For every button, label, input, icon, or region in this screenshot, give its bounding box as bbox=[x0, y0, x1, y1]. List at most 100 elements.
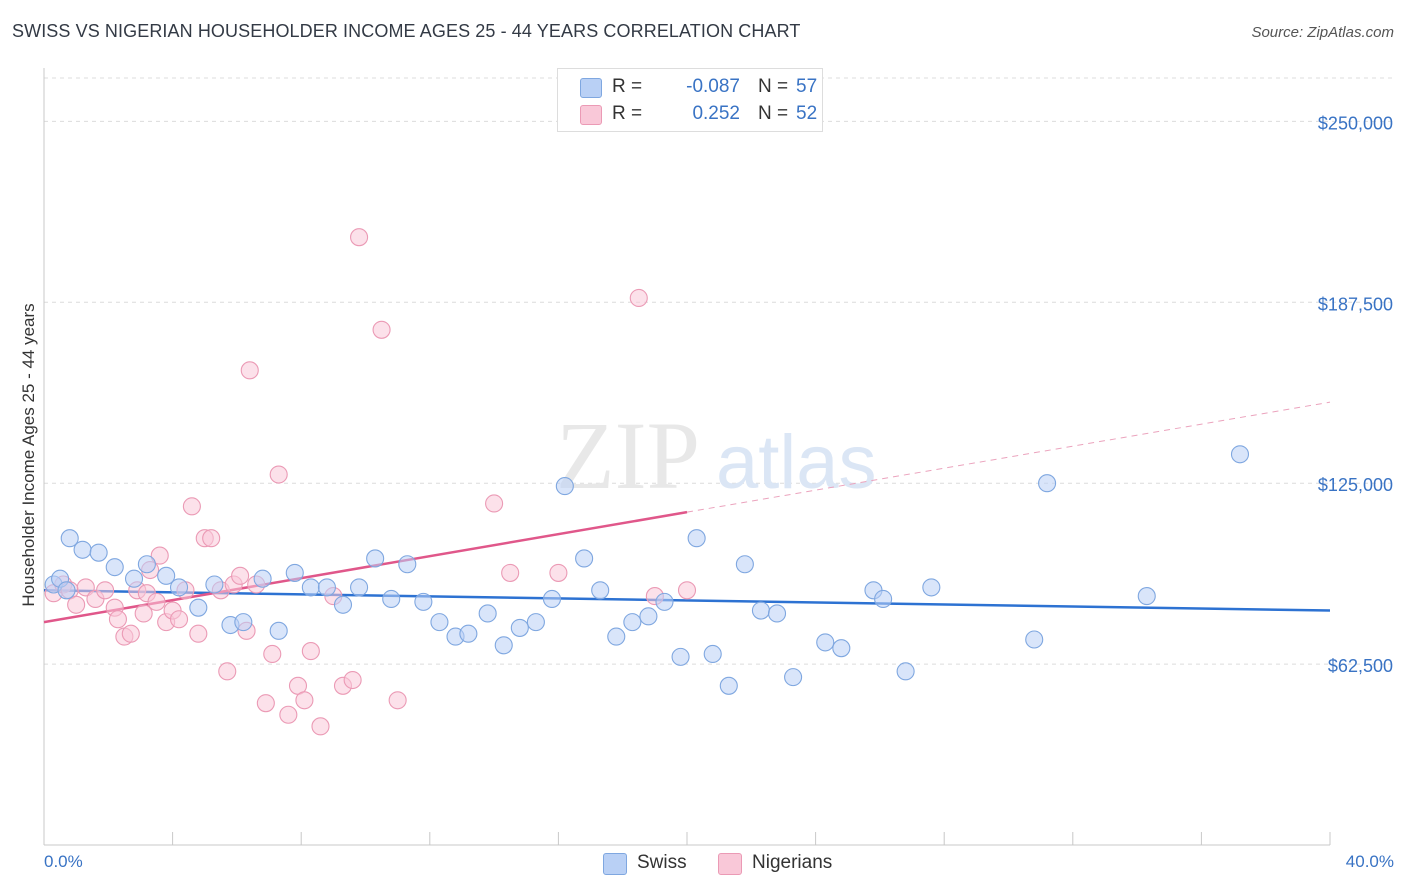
data-point-swiss bbox=[575, 549, 594, 568]
legend-n-value: 57 bbox=[796, 76, 818, 97]
y-tick-label: $187,500 bbox=[1318, 294, 1393, 314]
chart-source: Source: ZipAtlas.com bbox=[1251, 24, 1394, 41]
data-point-swiss bbox=[234, 613, 253, 632]
data-point-swiss bbox=[623, 613, 642, 632]
data-point-swiss bbox=[89, 543, 108, 562]
data-point-swiss bbox=[555, 477, 574, 496]
y-tick-label: $125,000 bbox=[1318, 475, 1393, 495]
data-point-swiss bbox=[655, 592, 674, 611]
legend-n-label: N = bbox=[758, 76, 789, 97]
y-tick-label: $250,000 bbox=[1318, 113, 1393, 133]
data-point-nigerians bbox=[218, 662, 237, 681]
data-point-nigerians bbox=[269, 465, 288, 484]
data-point-swiss bbox=[1230, 445, 1250, 464]
data-point-swiss bbox=[719, 676, 738, 695]
data-point-swiss bbox=[671, 647, 690, 666]
data-point-swiss bbox=[430, 613, 449, 632]
data-point-nigerians bbox=[485, 494, 504, 513]
data-point-swiss bbox=[366, 549, 385, 568]
data-point-nigerians bbox=[301, 642, 320, 661]
data-point-nigerians bbox=[388, 691, 407, 710]
data-point-swiss bbox=[1038, 474, 1057, 493]
legend-r-value: 0.252 bbox=[692, 103, 740, 124]
data-point-swiss bbox=[105, 558, 124, 577]
data-point-swiss bbox=[832, 639, 851, 658]
data-point-nigerians bbox=[76, 578, 95, 597]
legend-r-label: R = bbox=[612, 76, 643, 97]
data-point-swiss bbox=[896, 662, 915, 681]
data-point-nigerians bbox=[372, 320, 391, 339]
data-point-swiss bbox=[301, 578, 320, 597]
data-point-swiss bbox=[784, 668, 803, 687]
data-point-swiss bbox=[189, 598, 208, 617]
y-axis-label: Householder Income Ages 25 - 44 years bbox=[19, 303, 38, 607]
legend-n-value: 52 bbox=[796, 103, 818, 124]
data-point-swiss bbox=[816, 633, 835, 652]
series-swatch-swiss bbox=[603, 853, 627, 875]
trend-line-swiss bbox=[43, 589, 1331, 612]
data-point-swiss bbox=[73, 540, 92, 559]
data-point-swiss bbox=[767, 604, 787, 623]
data-point-swiss bbox=[607, 627, 626, 646]
data-point-swiss bbox=[639, 607, 658, 626]
chart-title: SWISS VS NIGERIAN HOUSEHOLDER INCOME AGE… bbox=[12, 21, 801, 41]
data-point-nigerians bbox=[121, 624, 140, 643]
legend-r-label: R = bbox=[612, 103, 643, 124]
data-point-swiss bbox=[169, 578, 189, 597]
data-point-swiss bbox=[510, 618, 529, 637]
data-points bbox=[44, 228, 1250, 736]
data-point-swiss bbox=[317, 578, 336, 597]
watermark: ZIP atlas bbox=[556, 402, 877, 509]
watermark-zip: ZIP bbox=[556, 402, 700, 509]
data-point-swiss bbox=[494, 636, 513, 655]
data-point-nigerians bbox=[549, 563, 568, 582]
data-point-nigerians bbox=[629, 288, 648, 308]
data-point-swiss bbox=[285, 563, 304, 582]
data-point-swiss bbox=[57, 581, 76, 600]
data-point-swiss bbox=[137, 555, 156, 574]
data-point-nigerians bbox=[202, 529, 221, 548]
data-point-swiss bbox=[398, 555, 417, 574]
y-tick-labels: $62,500 $125,000 $187,500 $250,000 bbox=[1318, 113, 1393, 676]
data-point-swiss bbox=[459, 624, 478, 643]
data-point-swiss bbox=[526, 613, 545, 632]
data-point-nigerians bbox=[343, 670, 362, 690]
data-point-swiss bbox=[60, 529, 79, 548]
legend-swatch-nigerians bbox=[580, 105, 602, 125]
data-point-swiss bbox=[382, 589, 401, 609]
legend-n-label: N = bbox=[758, 103, 789, 124]
data-point-nigerians bbox=[263, 644, 282, 664]
series-label-nigerians: Nigerians bbox=[752, 852, 833, 873]
data-point-swiss bbox=[735, 555, 754, 574]
data-point-swiss bbox=[703, 644, 722, 664]
data-point-nigerians bbox=[350, 228, 369, 247]
data-point-swiss bbox=[751, 601, 770, 620]
data-point-nigerians bbox=[256, 694, 275, 713]
data-point-nigerians bbox=[240, 361, 259, 380]
data-point-nigerians bbox=[67, 595, 86, 614]
data-point-nigerians bbox=[134, 604, 153, 623]
data-point-swiss bbox=[542, 589, 562, 609]
data-point-nigerians bbox=[169, 610, 189, 629]
data-point-swiss bbox=[157, 566, 176, 585]
data-point-swiss bbox=[414, 592, 433, 611]
watermark-atlas: atlas bbox=[716, 420, 877, 505]
correlation-legend: R = -0.087 N = 57 R = 0.252 N = 52 bbox=[557, 68, 823, 132]
legend-swatch-swiss bbox=[580, 78, 602, 98]
data-point-swiss bbox=[922, 578, 941, 597]
data-point-swiss bbox=[124, 569, 144, 588]
data-point-nigerians bbox=[189, 624, 208, 643]
data-point-swiss bbox=[333, 595, 353, 614]
data-point-nigerians bbox=[295, 691, 314, 710]
data-point-swiss bbox=[205, 575, 224, 594]
trend-line-nigerians-extension bbox=[686, 401, 1331, 513]
data-point-swiss bbox=[874, 589, 893, 609]
y-tick-label: $62,500 bbox=[1328, 656, 1393, 676]
data-point-swiss bbox=[269, 621, 288, 640]
data-point-swiss bbox=[1025, 630, 1044, 649]
axes bbox=[43, 68, 1331, 846]
data-point-swiss bbox=[687, 529, 706, 548]
data-point-swiss bbox=[478, 604, 497, 623]
series-label-swiss: Swiss bbox=[637, 852, 687, 873]
